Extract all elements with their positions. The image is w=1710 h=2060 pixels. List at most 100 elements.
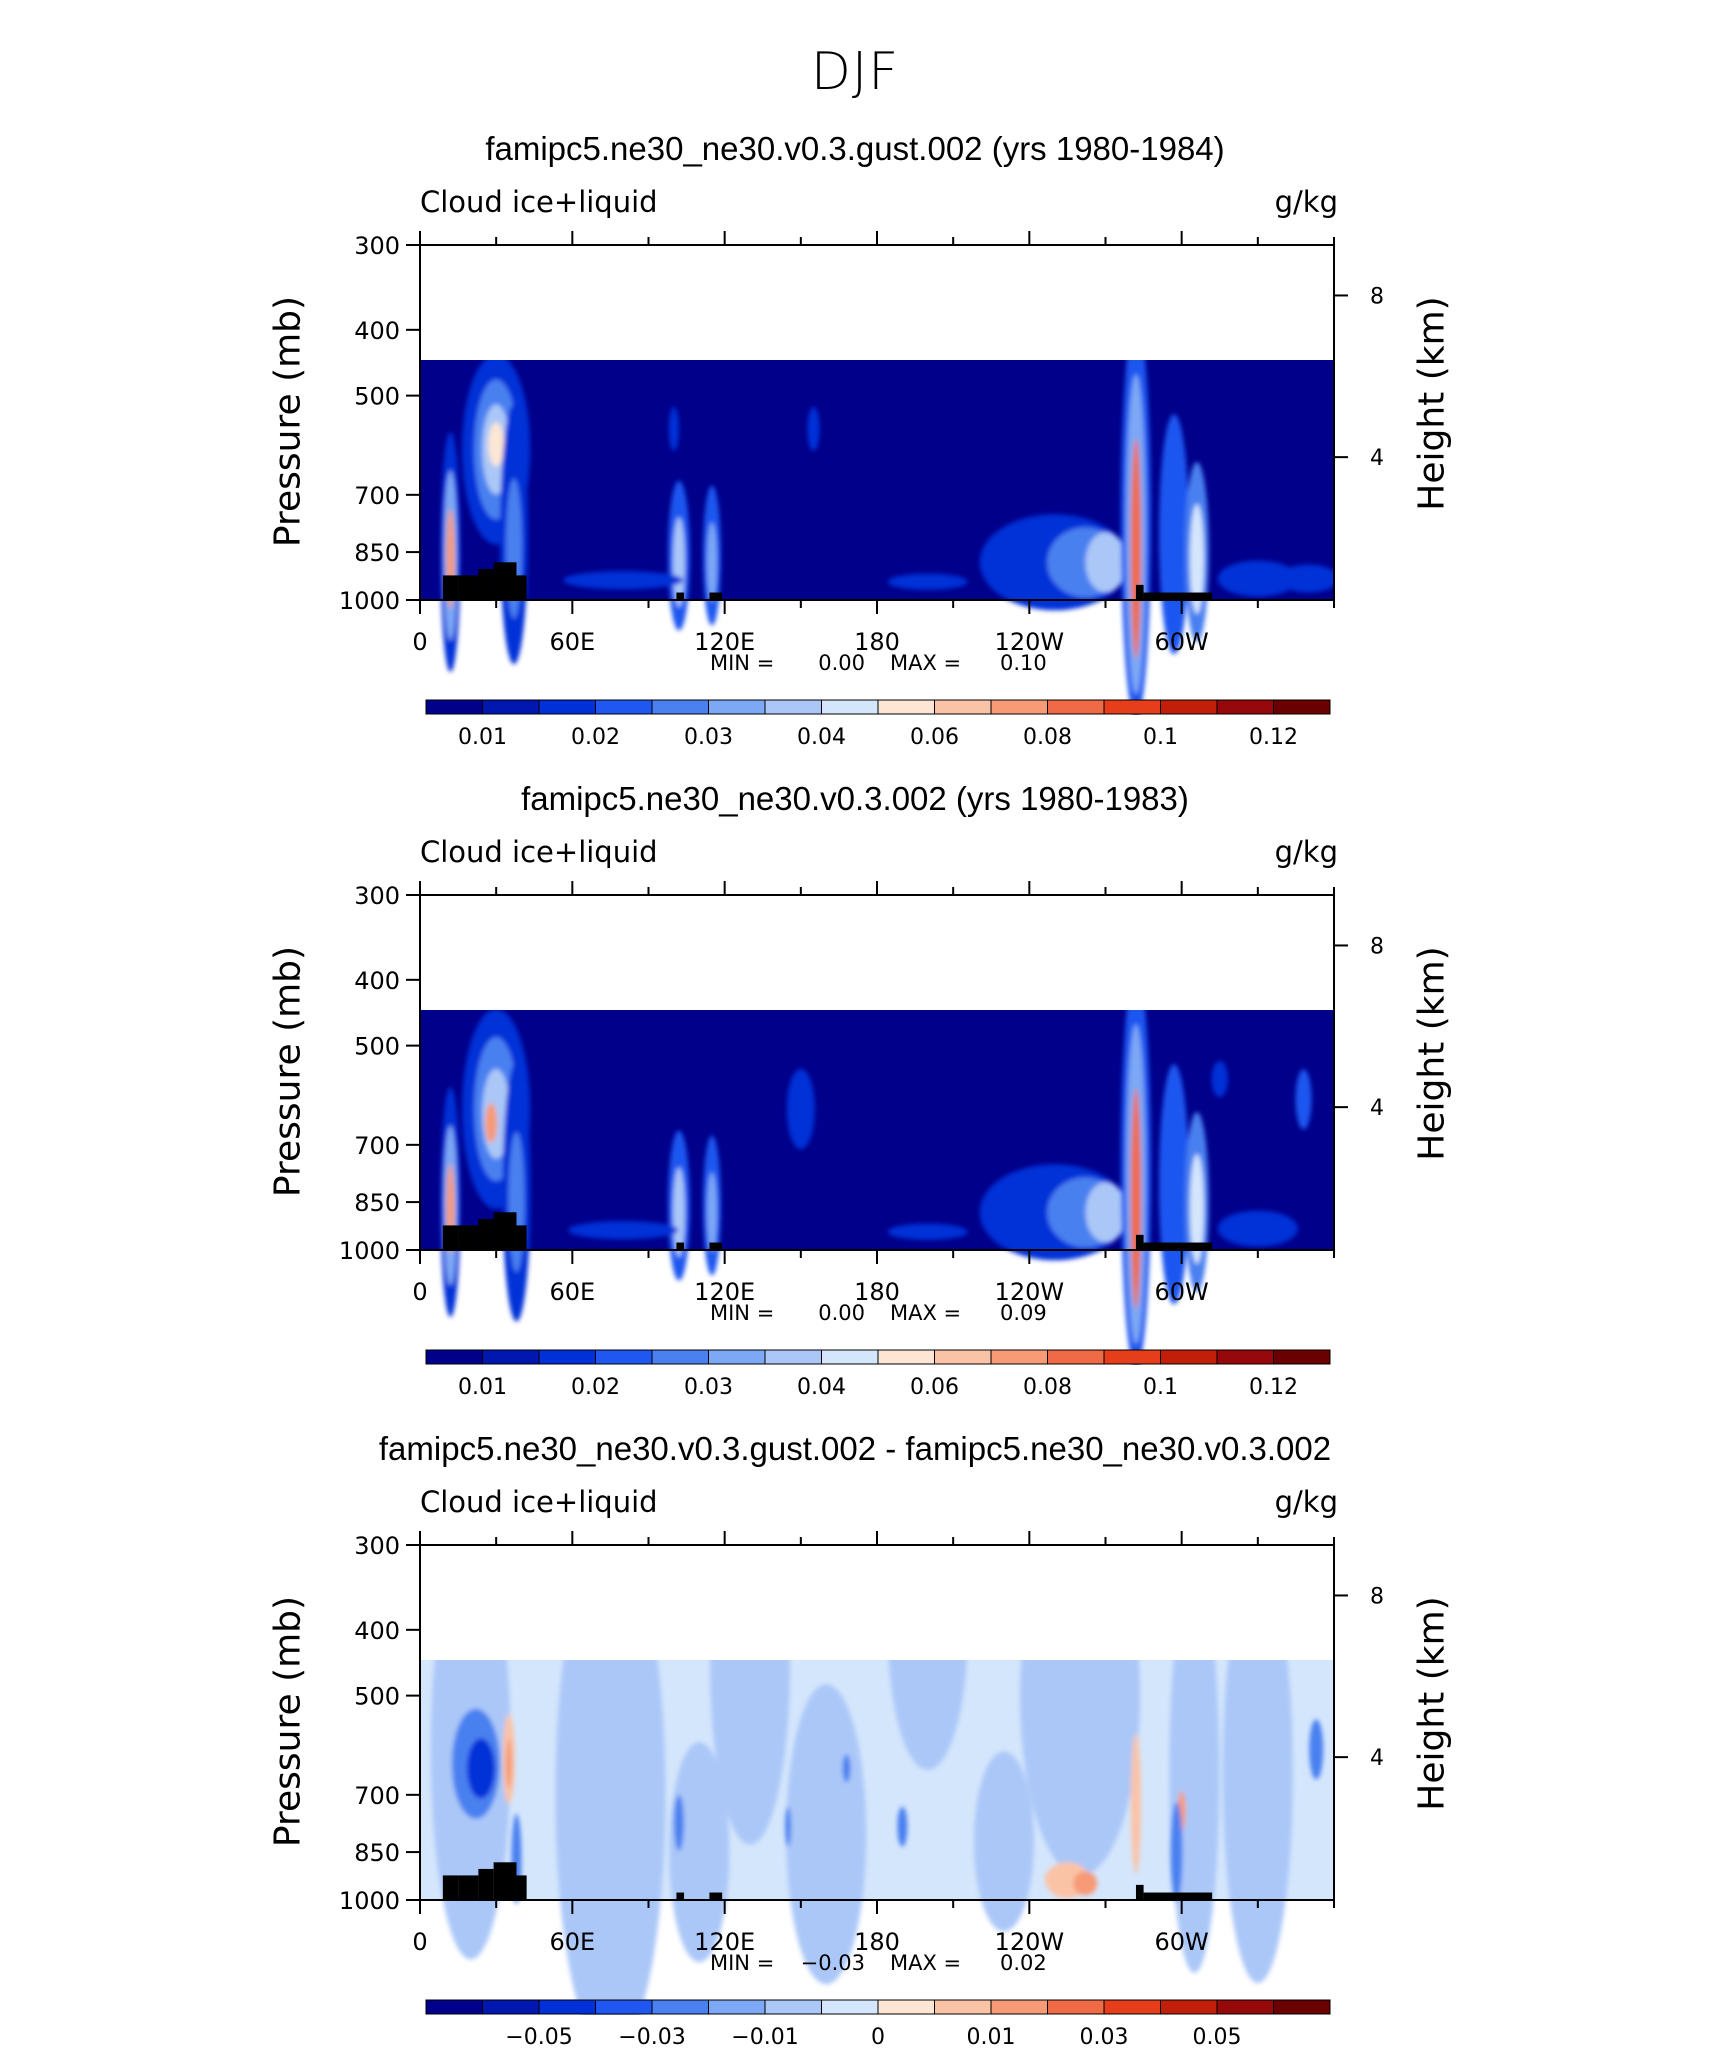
contour-blob (1085, 1182, 1126, 1243)
contour-blob (1044, 1869, 1065, 1886)
contour-blob (673, 1794, 684, 1851)
contour-blob (657, 895, 717, 951)
contour-blob (706, 1172, 717, 1253)
colorbar-segment (1160, 1349, 1218, 1365)
contour-blob (842, 1754, 851, 1783)
topography-mask (1135, 1234, 1144, 1250)
contour-blob (973, 1751, 1034, 1932)
colorbar-segment (425, 1999, 483, 2015)
contour-blob (1085, 532, 1126, 593)
units-label: g/kg (1274, 835, 1338, 869)
lon-tick-label: 180 (854, 1278, 900, 1306)
colorbar-segment (595, 1999, 653, 2015)
pressure-tick-label: 1000 (339, 1887, 400, 1915)
colorbar-segment (1103, 1999, 1161, 2015)
colorbar-segment (482, 699, 540, 715)
topography-mask (478, 568, 494, 600)
colorbar-segment (877, 1349, 935, 1365)
y-axis-right-title: Height (km) (1411, 945, 1453, 1161)
y-axis-title: Pressure (mb) (267, 945, 309, 1197)
max-label: MAX = (890, 1951, 961, 1975)
colorbar-segment (821, 1349, 879, 1365)
colorbar-segment (482, 1349, 540, 1365)
y-axis-right-title: Height (km) (1411, 1595, 1453, 1811)
colorbar-segment (934, 1999, 992, 2015)
colorbar-label: 0.03 (684, 1375, 733, 1400)
pressure-tick-label: 1000 (339, 587, 400, 615)
colorbar-segment (482, 1999, 540, 2015)
topography-mask (709, 1242, 723, 1250)
topography-mask (442, 1875, 459, 1900)
height-tick-label: 4 (1370, 1096, 1384, 1121)
contour-blob (1278, 564, 1334, 593)
lon-tick-label: 60W (1155, 1928, 1209, 1956)
topography-mask (1135, 584, 1144, 600)
min-label: MIN = (710, 651, 774, 675)
contour-blob (887, 1223, 968, 1240)
pressure-tick-label: 500 (354, 1033, 400, 1061)
y-axis-right-title: Height (km) (1411, 295, 1453, 511)
topography-mask (1135, 1884, 1144, 1900)
topography-mask (442, 575, 459, 600)
contour-blob (668, 407, 679, 452)
lon-tick-label: 180 (854, 628, 900, 656)
colorbar-segment (934, 1349, 992, 1365)
heatmap-field (420, 237, 1334, 715)
panel-title: famipc5.ne30_ne30.v0.3.gust.002 - famipc… (378, 1430, 1332, 1467)
lon-tick-label: 120W (995, 628, 1065, 656)
pressure-tick-label: 300 (354, 232, 400, 260)
contour-blob (555, 1660, 666, 2015)
lon-tick-label: 60E (549, 1928, 595, 1956)
colorbar-segment (1273, 1999, 1331, 2015)
contour-blob (1130, 1088, 1141, 1309)
colorbar-label: 0.03 (684, 725, 733, 750)
contour-blob (1148, 251, 1164, 295)
colorbar-segment (1273, 1349, 1331, 1365)
colorbar-label: 0.12 (1249, 1375, 1298, 1400)
contour-blob (807, 407, 820, 452)
max-value: 0.09 (1000, 1301, 1047, 1325)
topography-mask (493, 1212, 517, 1250)
min-value: 0.00 (818, 1301, 865, 1325)
contour-blob (710, 1660, 791, 1845)
panel-ctrl: famipc5.ne30_ne30.v0.3.002 (yrs 1980-198… (0, 780, 1710, 1410)
contour-blob (1217, 1210, 1298, 1247)
lon-tick-label: 120E (694, 1278, 755, 1306)
height-tick-label: 8 (1370, 1584, 1384, 1609)
topography-mask (442, 1225, 459, 1250)
colorbar-segment (1103, 699, 1161, 715)
variable-label: Cloud ice+liquid (420, 185, 658, 219)
colorbar-segment (425, 1349, 483, 1365)
contour-blob (1189, 503, 1204, 614)
topography-mask (493, 1862, 517, 1900)
colorbar-segment (1047, 1349, 1105, 1365)
pressure-tick-label: 1000 (339, 1237, 400, 1265)
topography-mask (1143, 1242, 1213, 1250)
colorbar-segment (764, 1349, 822, 1365)
pressure-tick-label: 300 (354, 882, 400, 910)
colorbar-segment (1160, 1999, 1218, 2015)
contour-blob (731, 904, 871, 994)
pressure-tick-label: 300 (354, 1532, 400, 1560)
topography-mask (516, 1875, 527, 1900)
contour-blob (505, 1738, 512, 1789)
colorbar-segment (934, 699, 992, 715)
contour-blob (568, 1221, 679, 1240)
contour-blob (1170, 1802, 1183, 1903)
colorbar-label: 0.1 (1143, 1375, 1178, 1400)
colorbar-label: 0.12 (1249, 725, 1298, 750)
contour-blob (466, 1738, 495, 1799)
colorbar-segment (538, 1999, 596, 2015)
pressure-tick-label: 850 (354, 539, 400, 567)
contour-blob (730, 237, 770, 327)
colorbar-label: 0.02 (571, 725, 620, 750)
colorbar-label: 0.06 (910, 1375, 959, 1400)
plot-svg: 300 400 500 700 850 1000 8 4 0 60E 120E 180 120W 60W M… (339, 231, 1384, 750)
colorbar-segment (1047, 699, 1105, 715)
colorbar-segment (990, 1999, 1048, 2015)
colorbar-segment (1273, 699, 1331, 715)
pressure-tick-label: 700 (354, 482, 400, 510)
topography-mask (1143, 592, 1213, 600)
topography-mask (709, 1892, 723, 1900)
topography-mask (478, 1868, 494, 1900)
